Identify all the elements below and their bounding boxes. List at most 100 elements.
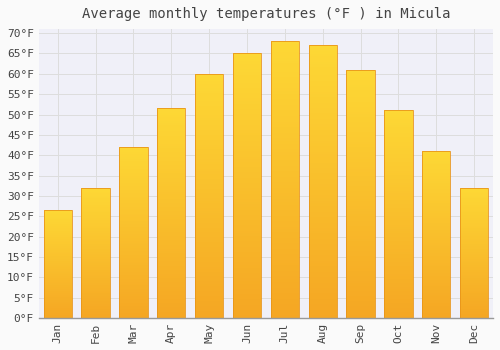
Bar [308,174,337,176]
Bar [233,260,261,262]
Bar [384,252,412,254]
Bar [233,146,261,149]
Bar [308,157,337,160]
Bar [270,240,299,243]
Bar [119,289,148,290]
Bar [270,307,299,310]
Bar [384,164,412,167]
Bar [460,276,488,278]
Bar [195,108,224,111]
Bar [270,207,299,210]
Bar [270,138,299,141]
Bar [422,168,450,169]
Bar [44,224,72,225]
Bar [119,190,148,191]
Bar [422,295,450,296]
Bar [119,157,148,159]
Bar [422,306,450,308]
Bar [157,238,186,240]
Bar [119,188,148,190]
Bar [233,164,261,167]
Bar [384,260,412,262]
Bar [346,162,375,164]
Bar [44,253,72,254]
Bar [195,301,224,303]
Bar [82,287,110,288]
Bar [308,225,337,228]
Bar [422,280,450,281]
Bar [195,145,224,147]
Bar [308,152,337,154]
Bar [460,283,488,284]
Bar [384,173,412,175]
Bar [195,164,224,167]
Bar [119,154,148,156]
Bar [233,141,261,144]
Bar [460,315,488,317]
Bar [308,214,337,217]
Bar [346,156,375,159]
Bar [460,271,488,272]
Bar [422,308,450,310]
Bar [157,108,186,111]
Bar [384,196,412,198]
Bar [82,297,110,299]
Bar [233,183,261,186]
Bar [119,270,148,272]
Bar [82,302,110,303]
Bar [422,156,450,158]
Bar [82,261,110,262]
Bar [119,171,148,173]
Bar [82,254,110,256]
Bar [308,62,337,64]
Bar [44,239,72,240]
Bar [233,156,261,159]
Bar [460,241,488,243]
Bar [82,220,110,222]
Bar [195,303,224,306]
Bar [233,54,261,318]
Bar [82,294,110,296]
Bar [157,247,186,249]
Bar [195,162,224,164]
Bar [119,309,148,311]
Bar [119,149,148,150]
Bar [346,303,375,306]
Bar [157,194,186,196]
Bar [82,253,110,254]
Bar [195,111,224,113]
Bar [82,317,110,318]
Bar [157,299,186,301]
Bar [308,59,337,62]
Bar [233,175,261,178]
Bar [384,225,412,227]
Bar [346,154,375,156]
Bar [119,238,148,239]
Bar [157,130,186,132]
Bar [195,269,224,272]
Bar [422,154,450,156]
Bar [119,195,148,197]
Bar [270,313,299,315]
Bar [308,56,337,59]
Bar [270,133,299,135]
Bar [308,78,337,81]
Bar [270,310,299,313]
Bar [82,250,110,252]
Bar [233,159,261,162]
Bar [460,284,488,285]
Bar [119,232,148,234]
Bar [384,316,412,318]
Bar [422,196,450,198]
Bar [346,147,375,149]
Bar [346,211,375,214]
Bar [460,252,488,253]
Bar [346,315,375,318]
Bar [195,101,224,103]
Bar [346,102,375,105]
Bar [233,246,261,249]
Bar [195,84,224,86]
Bar [233,122,261,125]
Bar [460,220,488,222]
Bar [460,227,488,228]
